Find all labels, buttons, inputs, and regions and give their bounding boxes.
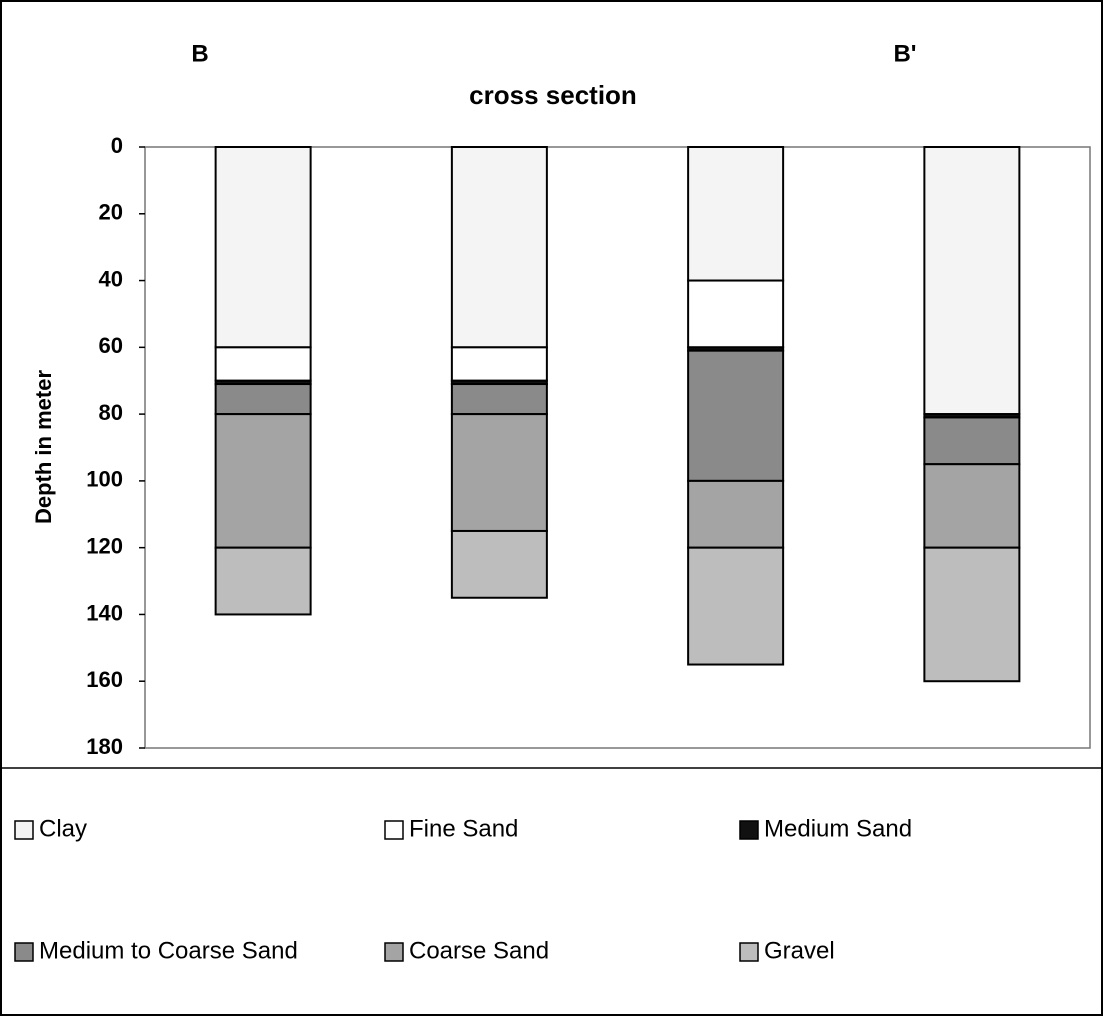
bar-segment (924, 464, 1019, 547)
y-tick-label: 0 (111, 133, 123, 158)
y-tick-label: 80 (99, 400, 123, 425)
bar-segment (216, 347, 311, 380)
bar-segment (924, 548, 1019, 682)
bar-segment (688, 548, 783, 665)
bar-segment (216, 384, 311, 414)
y-tick-label: 160 (86, 667, 123, 692)
bar-segment (688, 481, 783, 548)
legend-swatch (385, 943, 403, 961)
legend-swatch (15, 821, 33, 839)
bar-segment (216, 548, 311, 615)
bar-segment (452, 347, 547, 380)
y-tick-label: 60 (99, 333, 123, 358)
bar-segment (452, 531, 547, 598)
bar-segment (688, 147, 783, 281)
legend-label: Clay (39, 815, 87, 842)
bar-segment (216, 414, 311, 548)
bar-segment (452, 384, 547, 414)
y-axis-label: Depth in meter (31, 370, 56, 524)
y-tick-label: 20 (99, 200, 123, 225)
legend-label: Medium to Coarse Sand (39, 937, 298, 964)
y-tick-label: 180 (86, 734, 123, 759)
y-tick-label: 40 (99, 266, 123, 291)
legend-label: Coarse Sand (409, 937, 549, 964)
bar-segment (924, 147, 1019, 414)
chart-title: cross section (469, 80, 637, 110)
legend-label: Fine Sand (409, 815, 518, 842)
legend-swatch (740, 821, 758, 839)
legend-label: Medium Sand (764, 815, 912, 842)
bar-segment (924, 417, 1019, 464)
bar-segment (688, 281, 783, 348)
bar-segment (452, 147, 547, 347)
bar-segment (688, 351, 783, 481)
annotation: B (191, 40, 208, 67)
legend-label: Gravel (764, 937, 835, 964)
bar-segment (216, 147, 311, 347)
legend-swatch (15, 943, 33, 961)
chart: B B' cross section Depth in meter 0 20 40 6… (0, 0, 1103, 1016)
legend-swatch (740, 943, 758, 961)
legend-swatch (385, 821, 403, 839)
y-tick-label: 140 (86, 600, 123, 625)
annotation: B' (893, 40, 916, 67)
y-tick-label: 100 (86, 467, 123, 492)
bar-segment (452, 414, 547, 531)
y-tick-label: 120 (86, 533, 123, 558)
